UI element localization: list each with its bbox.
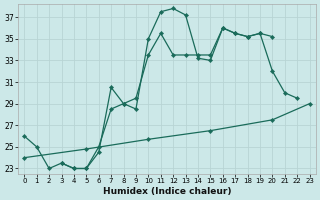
X-axis label: Humidex (Indice chaleur): Humidex (Indice chaleur) [103, 187, 231, 196]
